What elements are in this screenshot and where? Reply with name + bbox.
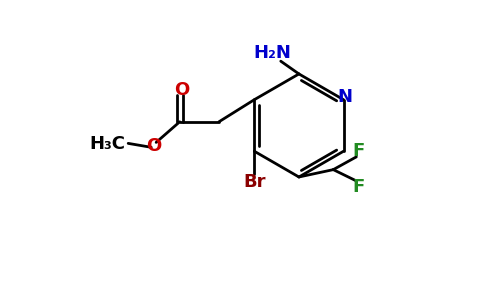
Text: F: F: [353, 142, 365, 160]
Text: N: N: [337, 88, 352, 106]
Text: F: F: [353, 178, 365, 196]
Text: O: O: [174, 81, 189, 99]
Text: H₂N: H₂N: [253, 44, 291, 62]
Text: Br: Br: [243, 173, 266, 191]
Text: O: O: [147, 137, 162, 155]
Text: H₃C: H₃C: [90, 135, 126, 153]
